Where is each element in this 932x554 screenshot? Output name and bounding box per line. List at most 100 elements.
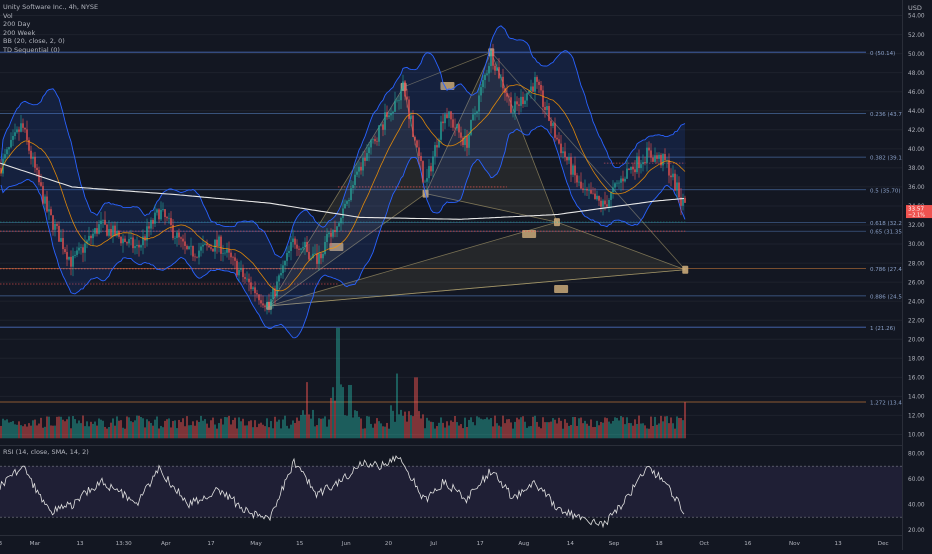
volume-bar [342, 387, 344, 439]
volume-bar [486, 417, 488, 439]
volume-bar [644, 425, 646, 439]
volume-bar [80, 423, 82, 439]
candle [570, 157, 572, 175]
candle [286, 252, 288, 261]
candle [290, 242, 292, 251]
volume-bar [366, 416, 368, 439]
pattern-triangle [424, 51, 558, 223]
candle [652, 157, 654, 162]
fib-label: 1 (21.26) [870, 326, 895, 332]
volume-bar [508, 419, 510, 439]
candle [410, 115, 412, 119]
volume-bar [118, 420, 120, 439]
volume-bar [532, 416, 534, 439]
candle [350, 188, 352, 201]
volume-bar [278, 419, 280, 439]
candle [46, 196, 48, 212]
candle [534, 77, 536, 92]
volume-bar [208, 427, 210, 439]
volume-bar [376, 418, 378, 439]
price-axis[interactable]: 54.00 52.00 50.00 48.00 46.00 44.00 42.00 40.00… [902, 0, 932, 550]
volume-bar [304, 414, 306, 439]
volume-bar [352, 417, 354, 439]
candle [294, 238, 296, 245]
candle [228, 249, 230, 253]
candle [12, 135, 14, 140]
candle [484, 74, 486, 80]
price-tick: 50.00 [908, 52, 925, 58]
candle [620, 178, 622, 183]
volume-bar [590, 419, 592, 439]
candle [32, 156, 34, 159]
volume-bar [68, 416, 70, 439]
volume-bar [556, 423, 558, 439]
price-tick: 54.00 [908, 14, 925, 20]
candle [516, 101, 518, 105]
candle [472, 114, 474, 120]
volume-bar [294, 423, 296, 439]
volume-bar [216, 428, 218, 439]
volume-bar [606, 418, 608, 439]
volume-bar [104, 426, 106, 439]
rsi-pane [0, 455, 902, 529]
candle [18, 129, 20, 132]
volume-bar [76, 423, 78, 439]
candle [610, 192, 612, 200]
candle [148, 226, 150, 229]
symbol-title[interactable]: Unity Software Inc., 4h, NYSE [3, 3, 99, 11]
time-tick: 15 [296, 541, 304, 547]
price-tick: 26.00 [908, 280, 925, 286]
candle [644, 162, 646, 164]
legend-200-day[interactable]: 200 Day [3, 20, 31, 29]
candle [670, 175, 672, 178]
candle [106, 224, 108, 236]
volume-bar [462, 428, 464, 439]
candle [518, 104, 520, 106]
candle [238, 269, 240, 276]
candle [86, 240, 88, 244]
volume-bar [320, 418, 322, 439]
volume-bar [300, 414, 302, 439]
candle [598, 195, 600, 201]
volume-bar [674, 428, 676, 439]
candle [392, 111, 394, 114]
candle [604, 200, 606, 205]
price-tick: 44.00 [908, 109, 925, 115]
volume-bar [256, 427, 258, 439]
candle [386, 112, 388, 118]
candle [94, 228, 96, 234]
legend-bollinger[interactable]: BB (20, close, 2, 0) [3, 37, 65, 46]
volume-bar [650, 416, 652, 439]
candle [382, 124, 384, 130]
candle [352, 184, 354, 189]
time-axis[interactable]: 13 Mar 13 13:30 Apr 17 May 15 Jun 20 Jul 17 Aug 14 Sep… [0, 535, 902, 550]
candle [556, 137, 558, 140]
volume-bar [42, 427, 44, 439]
chart-legend: Unity Software Inc., 4h, NYSE Vol 200 Da… [3, 3, 98, 55]
candle [72, 255, 74, 267]
volume-bar [626, 417, 628, 439]
time-tick: 13:30 [116, 541, 133, 547]
volume-bar [144, 427, 146, 439]
candle [220, 236, 222, 254]
volume-bar [572, 417, 574, 439]
volume-bar [628, 423, 630, 439]
rsi-legend[interactable]: RSI (14, close, SMA, 14, 2) [3, 448, 89, 456]
candle [626, 168, 628, 179]
volume-bar [270, 421, 272, 439]
legend-td-sequential[interactable]: TD Sequential (0) [3, 45, 60, 54]
candle [78, 247, 80, 251]
volume-bar [222, 424, 224, 439]
volume-bar [594, 426, 596, 439]
volume-bar [6, 419, 8, 439]
bollinger-bands [0, 25, 686, 339]
legend-vol[interactable]: Vol [3, 11, 13, 20]
candle [66, 252, 68, 260]
volume-bar [580, 417, 582, 439]
volume-bar [422, 414, 424, 439]
candle [648, 147, 650, 151]
candle [288, 250, 290, 253]
volume-bar [684, 402, 686, 439]
legend-200-week[interactable]: 200 Week [3, 28, 36, 37]
